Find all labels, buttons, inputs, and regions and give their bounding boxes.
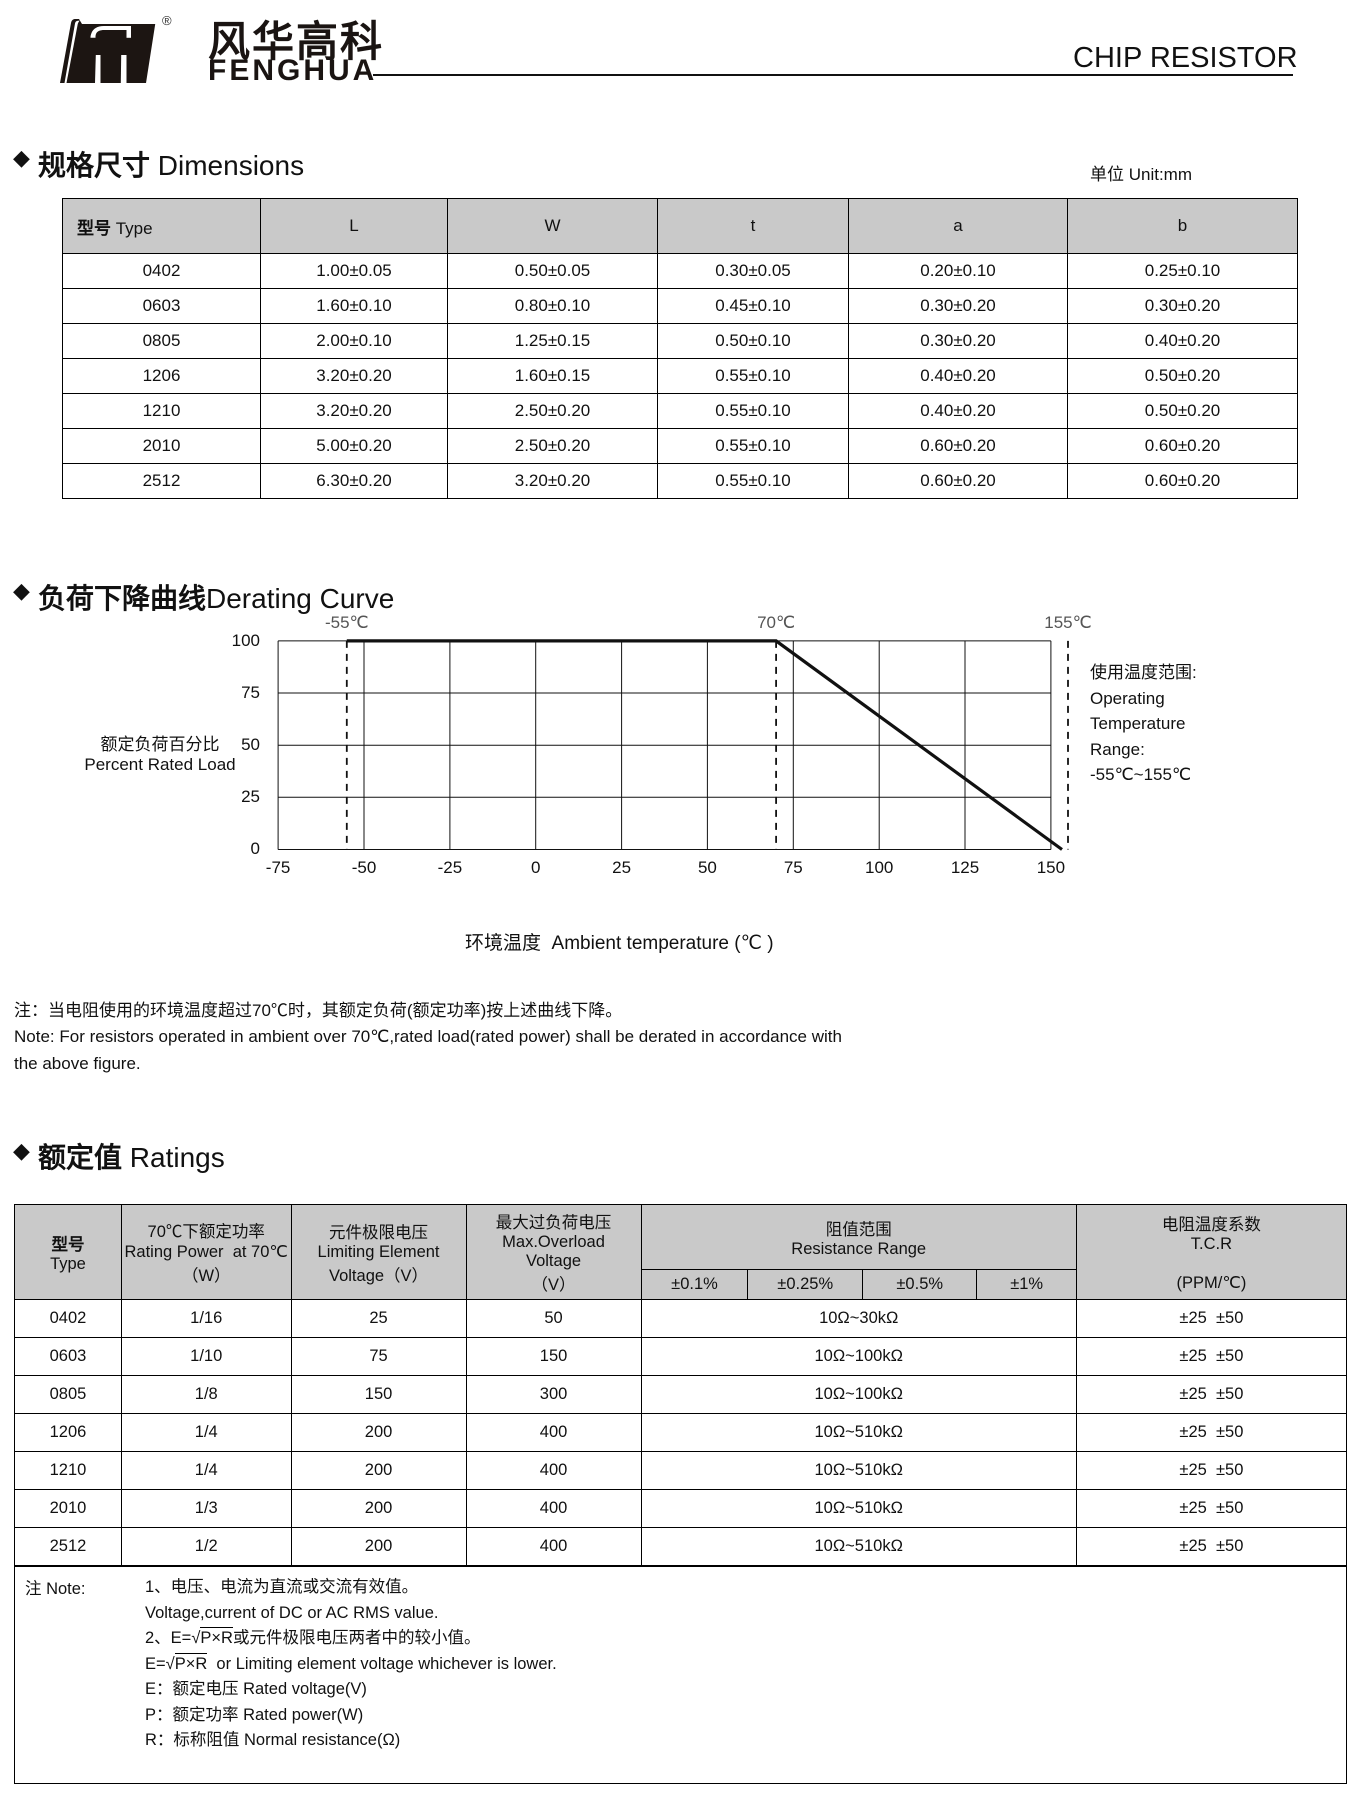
svg-text:155℃: 155℃ xyxy=(1044,613,1091,632)
svg-text:125: 125 xyxy=(951,858,979,877)
svg-text:-50: -50 xyxy=(352,858,377,877)
svg-text:50: 50 xyxy=(241,735,260,754)
svg-text:100: 100 xyxy=(865,858,893,877)
svg-text:-75: -75 xyxy=(266,858,291,877)
svg-text:50: 50 xyxy=(698,858,717,877)
svg-text:-55℃: -55℃ xyxy=(325,613,369,632)
svg-text:0: 0 xyxy=(531,858,540,877)
svg-text:0: 0 xyxy=(251,839,260,858)
svg-text:150: 150 xyxy=(1037,858,1065,877)
svg-text:75: 75 xyxy=(784,858,803,877)
svg-text:25: 25 xyxy=(612,858,631,877)
svg-text:-25: -25 xyxy=(438,858,463,877)
svg-text:100: 100 xyxy=(232,631,260,650)
svg-text:25: 25 xyxy=(241,787,260,806)
svg-text:75: 75 xyxy=(241,683,260,702)
svg-text:70℃: 70℃ xyxy=(757,613,795,632)
